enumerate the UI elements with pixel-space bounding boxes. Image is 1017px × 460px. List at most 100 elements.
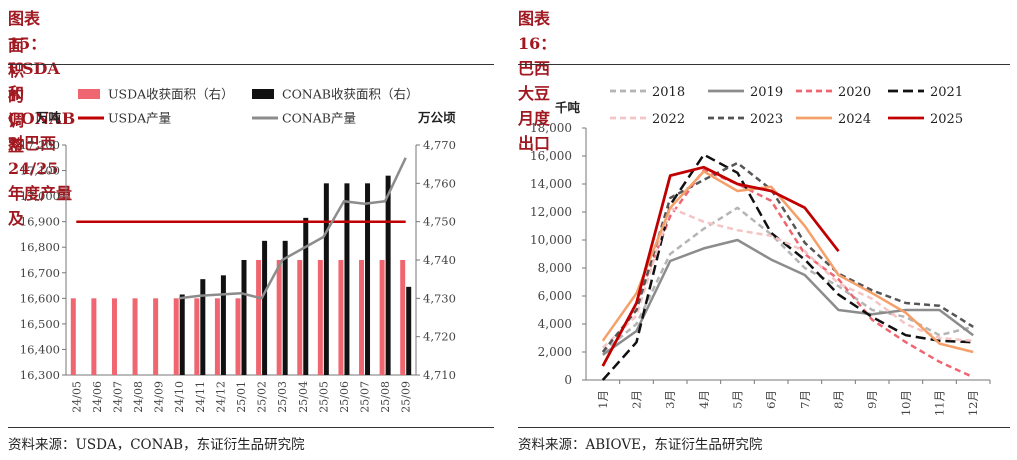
- series-line-2020: [601, 168, 974, 379]
- x-tick-label: 12月: [966, 390, 980, 416]
- bar-usda-24-11: [194, 298, 200, 375]
- bar-usda-25-06: [338, 260, 344, 375]
- bar-usda-25-02: [256, 260, 262, 375]
- x-tick-label: 11月: [933, 390, 947, 416]
- x-tick-label: 25/07: [359, 381, 372, 413]
- bar-usda-25-05: [317, 260, 323, 375]
- bar-usda-24-12: [214, 298, 220, 375]
- legend-label-2020: 2020: [838, 85, 871, 100]
- left-y-tick-label: 16,700: [20, 266, 60, 280]
- legend-label-1: CONAB收获面积（右）: [282, 87, 418, 102]
- legend-label-2022: 2022: [652, 112, 685, 127]
- series-line-2025: [601, 165, 840, 367]
- x-tick-label: 6月: [764, 390, 778, 409]
- y-tick-label: 12,000: [530, 205, 572, 219]
- right-y-tick-label: 4,710: [423, 368, 456, 382]
- x-tick-label: 25/01: [235, 381, 248, 413]
- bar-usda-24-07: [111, 298, 117, 375]
- bar-usda-25-04: [297, 260, 303, 375]
- y-tick-label: 10,000: [530, 233, 572, 247]
- left-y-tick-label: 16,400: [20, 342, 60, 356]
- bar-conab-25-04: [303, 217, 309, 375]
- bar-conab-25-03: [282, 240, 288, 375]
- bar-conab-25-02: [262, 240, 268, 375]
- right-y-tick-label: 4,730: [423, 291, 456, 305]
- x-tick-label: 2月: [630, 390, 644, 409]
- x-tick-label: 5月: [731, 390, 745, 409]
- left-y-tick-label: 16,300: [20, 368, 60, 382]
- left-title-rule: [8, 64, 494, 65]
- y-tick-label: 2,000: [538, 345, 572, 359]
- series-line-2022: [601, 206, 974, 349]
- x-tick-label: 25/04: [297, 381, 310, 413]
- x-tick-label: 25/05: [317, 381, 330, 413]
- bar-usda-24-08: [132, 298, 138, 375]
- legend-label-2025: 2025: [930, 112, 963, 127]
- bar-conab-25-06: [344, 183, 350, 375]
- y-tick-label: 0: [564, 373, 572, 387]
- x-tick-label: 9月: [865, 390, 879, 409]
- x-tick-label: 4月: [697, 390, 711, 409]
- legend-label-2019: 2019: [750, 85, 783, 100]
- left-y-tick-label: 17,000: [20, 189, 60, 203]
- x-tick-label: 25/08: [379, 381, 392, 413]
- left-bar-line-chart: USDA收获面积（右） CONAB收获面积（右） USDA产量 CONAB产量 万吨 万公…: [20, 87, 456, 413]
- right-axis-unit: 万公顷: [417, 110, 456, 125]
- legend-label-2018: 2018: [652, 85, 685, 100]
- bar-conab-24-11: [200, 279, 206, 375]
- series-line-2018: [602, 206, 974, 353]
- bar-conab-25-01: [241, 260, 247, 375]
- bar-conab-25-05: [323, 183, 329, 375]
- left-y-tick-label: 16,500: [20, 317, 60, 331]
- x-tick-label: 24/09: [153, 381, 166, 413]
- x-tick-label: 25/03: [276, 381, 289, 413]
- x-tick-label: 24/06: [91, 381, 104, 413]
- bar-usda-25-01: [235, 298, 241, 375]
- x-tick-label: 10月: [899, 390, 913, 416]
- bar-usda-24-09: [153, 298, 159, 375]
- left-source-text: 资料来源：USDA，CONAB，东证衍生品研究院: [8, 437, 305, 453]
- series-line-2019: [602, 238, 974, 356]
- legend-swatch-1: [252, 89, 274, 99]
- bar-usda-24-05: [70, 298, 76, 375]
- y-tick-label: 14,000: [530, 177, 572, 191]
- right-y-tick-label: 4,720: [423, 330, 456, 344]
- x-tick-label: 24/05: [70, 381, 83, 413]
- legend-label-3: CONAB产量: [282, 111, 356, 126]
- x-tick-label: 24/11: [194, 381, 207, 413]
- legend-label-2024: 2024: [838, 112, 871, 127]
- left-y-tick-label: 16,900: [20, 215, 60, 229]
- y-tick-label: 18,000: [530, 121, 572, 135]
- x-tick-label: 24/10: [173, 381, 186, 413]
- bar-usda-24-06: [91, 298, 97, 375]
- bar-usda-25-07: [359, 260, 365, 375]
- x-tick-label: 24/07: [111, 381, 124, 413]
- x-tick-label: 25/02: [256, 381, 269, 413]
- bar-conab-25-07: [365, 183, 371, 375]
- x-tick-label: 1月: [596, 390, 610, 409]
- left-y-tick-label: 17,100: [20, 164, 60, 178]
- bar-usda-25-09: [400, 260, 406, 375]
- left-y-tick-label: 16,800: [20, 240, 60, 254]
- left-y-tick-label: 16,600: [20, 291, 60, 305]
- bar-conab-24-10: [179, 294, 185, 375]
- left-figure-title-line1: 图表 15：USDA 和 CONAB 对巴西 24/25 年度产量及: [8, 9, 76, 228]
- left-source-rule: [8, 427, 494, 428]
- x-tick-label: 25/09: [400, 381, 413, 413]
- legend-label-2021: 2021: [930, 85, 963, 100]
- y-tick-label: 8,000: [538, 261, 572, 275]
- right-line-chart: 2018 2019 2020 2021 2022 2023 2024 2025 千吨 0 2,000…: [530, 85, 991, 416]
- legend-swatch-0: [78, 89, 100, 99]
- bar-usda-25-08: [379, 260, 385, 375]
- bar-conab-25-08: [385, 175, 391, 375]
- y-tick-label: 16,000: [530, 149, 572, 163]
- bar-usda-24-10: [173, 298, 179, 375]
- x-tick-label: 24/12: [214, 381, 227, 413]
- right-figure-title: 图表 16：巴西大豆月度出口: [518, 9, 557, 153]
- left-figure-title-line2: 面积的调整: [8, 36, 25, 155]
- legend-label-2: USDA产量: [108, 111, 171, 126]
- right-y-tick-label: 4,760: [423, 176, 456, 190]
- left-y-tick-label: 17,200: [20, 138, 60, 152]
- x-tick-label: 3月: [663, 390, 677, 409]
- x-tick-label: 24/08: [132, 381, 145, 413]
